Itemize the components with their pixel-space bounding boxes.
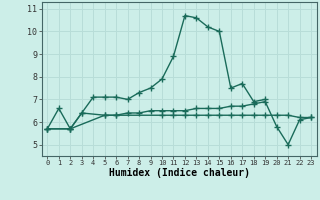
X-axis label: Humidex (Indice chaleur): Humidex (Indice chaleur) bbox=[109, 168, 250, 178]
